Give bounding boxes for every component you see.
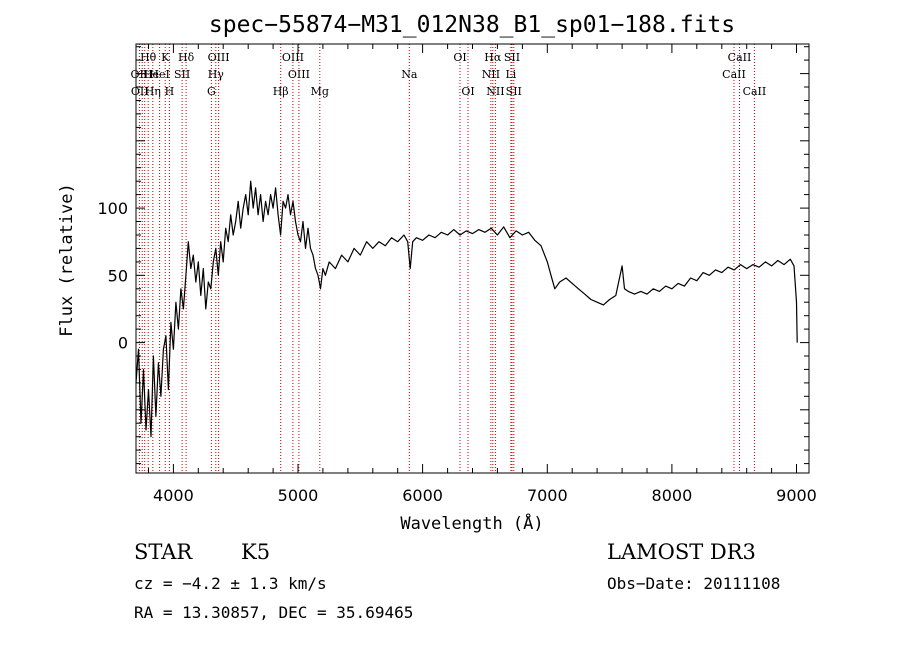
- x-tick-label: 9000: [776, 486, 817, 505]
- chart-title: spec−55874−M31_012N38_B1_sp01−188.fits: [209, 12, 735, 38]
- plot-frame: [135, 43, 810, 474]
- line-label: Hγ: [208, 68, 225, 81]
- line-label: Hθ: [140, 51, 157, 64]
- x-axis-ticks: 4000 5000 6000 7000 8000 9000: [148, 44, 817, 505]
- line-label: NII: [482, 68, 500, 81]
- y-axis-ticks: 0 50 100: [97, 46, 809, 465]
- y-tick-label: 0: [118, 334, 128, 353]
- survey-label: LAMOST DR3: [607, 540, 756, 564]
- y-tick-label: 50: [108, 266, 128, 285]
- redshift-label: cz = −4.2 ± 1.3 km/s: [134, 574, 327, 593]
- obs-date-label: Obs−Date: 20111108: [607, 574, 781, 593]
- line-label: Li: [505, 68, 516, 81]
- y-axis-label: Flux (relative): [57, 183, 77, 337]
- line-label: Na: [401, 68, 418, 81]
- line-label: He: [143, 68, 159, 81]
- line-label: OIII: [288, 68, 310, 81]
- line-label: Hη: [145, 85, 161, 98]
- line-label: OII: [131, 68, 149, 81]
- x-tick-label: 6000: [402, 486, 443, 505]
- x-axis-label: Wavelength (Å): [400, 512, 543, 534]
- line-label: OIII: [282, 51, 304, 64]
- line-label: SII: [174, 68, 190, 81]
- x-tick-label: 4000: [153, 486, 194, 505]
- series-line-flux: [135, 180, 798, 438]
- subclass-label: K5: [241, 540, 271, 564]
- x-tick-label: 8000: [652, 486, 693, 505]
- x-tick-label: 5000: [278, 486, 319, 505]
- line-label: CaII: [728, 51, 752, 64]
- line-label: OIII: [208, 51, 230, 64]
- spectrum-series: [135, 180, 798, 438]
- y-tick-label: 100: [97, 199, 128, 218]
- line-label: H: [165, 85, 175, 98]
- line-label: Mg: [311, 85, 329, 98]
- coordinates-label: RA = 13.30857, DEC = 35.69465: [134, 603, 414, 622]
- line-label: SII: [506, 85, 522, 98]
- line-label: OI: [461, 85, 474, 98]
- line-label: K: [161, 51, 170, 64]
- line-markers: [138, 44, 755, 473]
- x-tick-label: 7000: [527, 486, 568, 505]
- line-label: OII: [131, 85, 149, 98]
- line-label: CaII: [743, 85, 767, 98]
- line-label: HeI: [149, 68, 169, 81]
- object-class-label: STAR: [134, 540, 193, 564]
- line-label: CaII: [722, 68, 746, 81]
- line-label: OI: [453, 51, 466, 64]
- line-label: SII: [504, 51, 520, 64]
- line-label: G: [207, 85, 216, 98]
- line-label: Hβ: [273, 85, 289, 98]
- line-label: NII: [486, 85, 504, 98]
- line-label: Hδ: [178, 51, 195, 64]
- line-label: Hα: [484, 51, 502, 64]
